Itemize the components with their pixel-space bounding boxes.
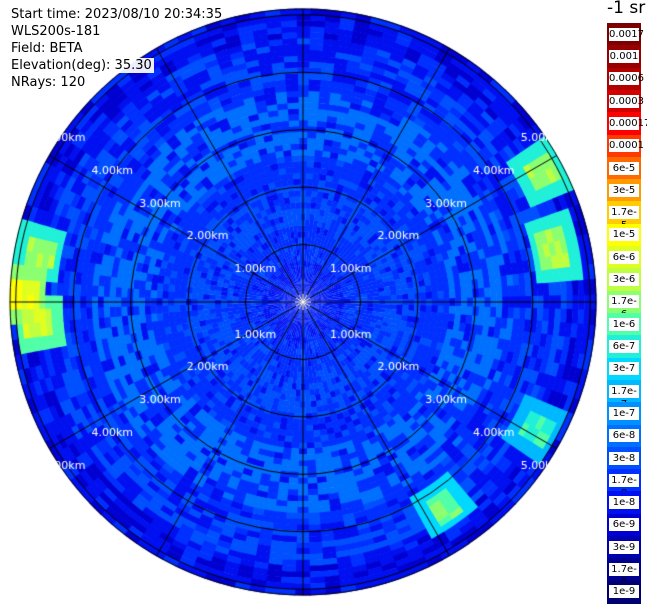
colorbar-tick-label: 0.0001 (609, 139, 644, 153)
colorbar-tick-label: 6e-7 (609, 339, 639, 353)
colorbar-tick-label: 1.7e-8 (609, 473, 639, 499)
colorbar-tick-label: 0.0006 (609, 72, 644, 86)
colorbar-tick-label: 1e-8 (609, 496, 639, 510)
elevation-text: Elevation(deg): 35.30 (9, 58, 154, 73)
colorbar-tick-label: 1.7e-9 (609, 563, 639, 588)
colorbar-tick-label: 6e-8 (609, 429, 639, 443)
colorbar-tick-label: 1e-7 (609, 406, 639, 420)
colorbar-tick-label: 3e-8 (609, 451, 639, 465)
start-time-text: Start time: 2023/08/10 20:34:35 (11, 7, 223, 22)
colorbar-tick-label: 6e-5 (609, 161, 639, 175)
colorbar-tick-label: 0.0017 (609, 27, 644, 41)
colorbar-tick-label: 1e-9 (609, 585, 639, 599)
colorbar-tick-label: 0.0003 (609, 94, 644, 108)
colorbar-tick-label: 3e-9 (609, 540, 639, 554)
instrument-text: WLS200s-181 (11, 24, 101, 39)
nrays-text: NRays: 120 (11, 75, 86, 90)
colorbar-tick-label: 1.7e-5 (609, 206, 639, 231)
colorbar: 0.0017 0.001 0.0006 0.0003 0.00017 0.0001 6e-5… (607, 23, 647, 604)
colorbar-tick-label: 6e-9 (609, 518, 639, 532)
colorbar-tick-label: 3e-7 (609, 362, 639, 376)
colorbar-tick-label: 0.00017 (609, 116, 647, 130)
field-text: Field: BETA (11, 41, 83, 56)
plot-info: Start time: 2023/08/10 20:34:35 WLS200s-… (9, 6, 223, 91)
colorbar-tick-label: 0.001 (609, 49, 639, 63)
colorbar-tick-label: 1e-5 (609, 228, 639, 242)
colorbar-tick-label: 3e-6 (609, 273, 639, 287)
colorbar-tick-label: 6e-6 (609, 250, 639, 264)
colorbar-tick-label: 3e-5 (609, 183, 639, 197)
colorbar-unit: -1 sr (607, 0, 646, 18)
colorbar-tick-label: 1.7e-7 (609, 384, 639, 410)
colorbar-tick-label: 1.7e-6 (609, 295, 639, 320)
colorbar-tick-label: 1e-6 (609, 317, 639, 331)
